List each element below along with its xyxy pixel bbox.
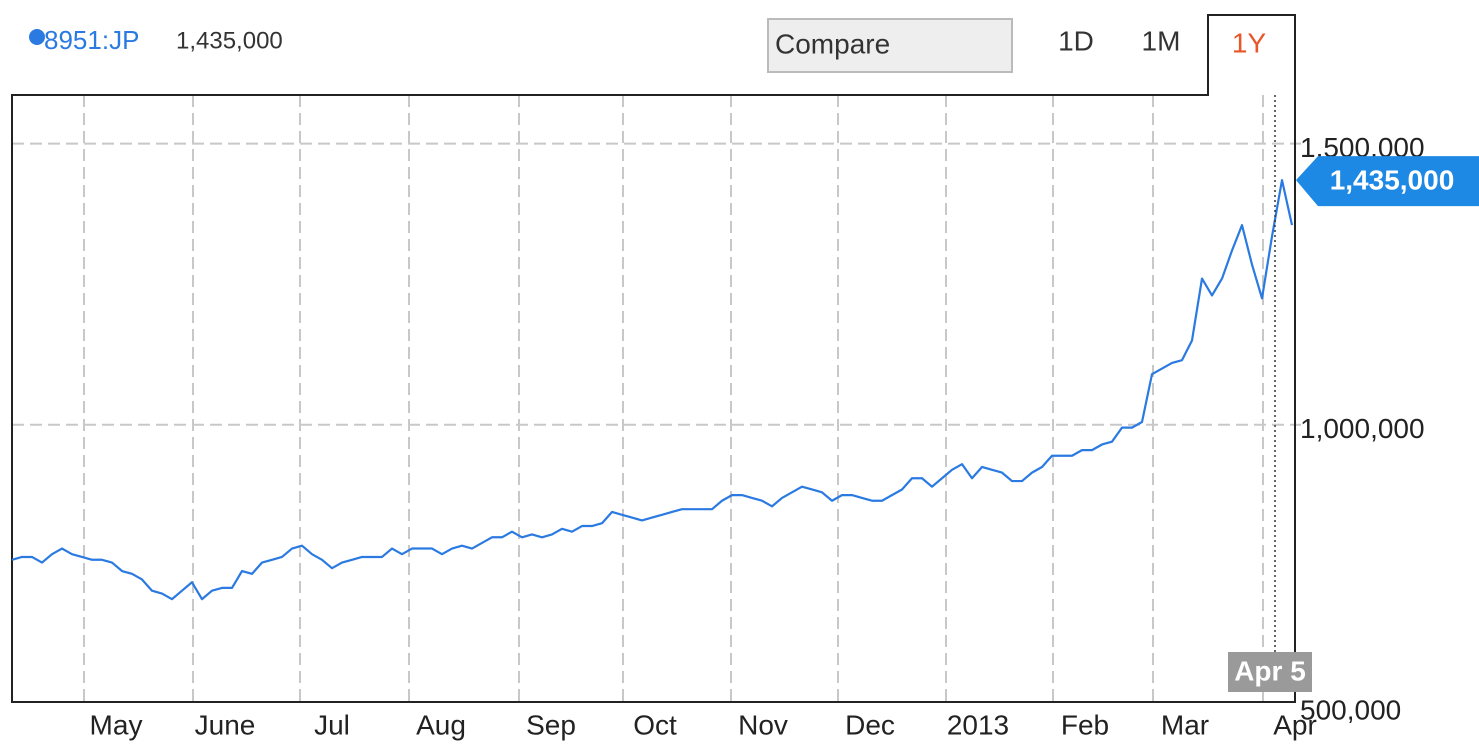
x-tick-label: Apr bbox=[1273, 709, 1317, 740]
plot-frame bbox=[11, 14, 1296, 703]
price-line bbox=[11, 179, 1294, 601]
x-tick-label: Feb bbox=[1061, 709, 1109, 740]
x-tick-label: Oct bbox=[633, 709, 677, 740]
range-button[interactable]: 1M bbox=[1142, 25, 1181, 56]
x-tick-label: Nov bbox=[738, 709, 788, 740]
crosshair-box bbox=[1228, 652, 1312, 692]
y-tick-label: 1,000,000 bbox=[1300, 413, 1425, 444]
x-tick-label: Sep bbox=[526, 709, 576, 740]
x-tick-label: Mar bbox=[1161, 709, 1209, 740]
x-tick-label: Jul bbox=[314, 709, 350, 740]
x-tick-label: Aug bbox=[416, 709, 466, 740]
x-tick-label: 2013 bbox=[947, 709, 1009, 740]
range-button-active[interactable]: 1Y bbox=[1232, 27, 1267, 58]
compare-button[interactable] bbox=[767, 18, 1013, 73]
last-value-label: 1,435,000 bbox=[1330, 165, 1455, 196]
range-button[interactable]: 1D bbox=[1058, 25, 1094, 56]
grid bbox=[12, 95, 1301, 702]
crosshair-label: Apr 5 bbox=[1234, 655, 1306, 686]
y-tick-label: 500,000 bbox=[1300, 694, 1401, 725]
x-tick-label: Dec bbox=[845, 709, 895, 740]
symbol: 8951:JP bbox=[44, 25, 139, 55]
last-value-flag bbox=[1296, 156, 1479, 207]
compare-label[interactable]: Compare bbox=[775, 28, 890, 59]
series-dot bbox=[29, 29, 45, 45]
x-tick-label: June bbox=[195, 709, 256, 740]
x-tick-label: May bbox=[90, 709, 143, 740]
price: 1,435,000 bbox=[176, 27, 283, 54]
